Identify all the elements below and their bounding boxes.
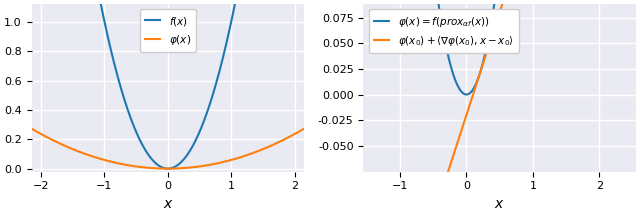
$\varphi(x) = f(prox_{\alpha f}(x))$	[480, 58, 488, 61]
$\varphi(x)$	[28, 127, 35, 130]
$\varphi(x_0) + \langle \nabla\varphi(x_0), x - x_0\rangle$	[470, 92, 477, 94]
Line: $\varphi(x)$: $\varphi(x)$	[31, 129, 304, 169]
$\varphi(x) = f(prox_{\alpha f}(x))$	[463, 93, 470, 96]
$\varphi(x) = f(prox_{\alpha f}(x))$	[470, 87, 477, 89]
$\varphi(x)$	[138, 166, 146, 168]
X-axis label: $x$: $x$	[494, 197, 505, 211]
$\varphi(x)$	[245, 153, 253, 156]
$\varphi(x)$	[148, 167, 156, 169]
$\varphi(x_0) + \langle \nabla\varphi(x_0), x - x_0\rangle$	[479, 61, 487, 64]
Legend: $\varphi(x) = f(prox_{\alpha f}(x))$, $\varphi(x_0) + \langle \nabla\varphi(x_0): $\varphi(x) = f(prox_{\alpha f}(x))$, $\…	[369, 9, 519, 53]
$\varphi(x)$	[300, 127, 308, 130]
$\varphi(x)$	[56, 142, 63, 145]
$\varphi(x)$	[164, 167, 172, 170]
$f(x)$	[148, 158, 156, 160]
$f(x)$	[138, 143, 146, 145]
$f(x)$	[164, 167, 172, 170]
$\varphi(x)$	[215, 162, 223, 164]
Line: $f(x)$: $f(x)$	[31, 0, 304, 169]
$\varphi(x)$	[241, 155, 248, 157]
Line: $\varphi(x) = f(prox_{\alpha f}(x))$: $\varphi(x) = f(prox_{\alpha f}(x))$	[364, 0, 636, 95]
Legend: $f(x)$, $\varphi(x)$: $f(x)$, $\varphi(x)$	[140, 9, 196, 52]
$f(x)$	[215, 72, 223, 74]
X-axis label: $x$: $x$	[163, 197, 173, 211]
Line: $\varphi(x_0) + \langle \nabla\varphi(x_0), x - x_0\rangle$: $\varphi(x_0) + \langle \nabla\varphi(x_…	[364, 0, 636, 215]
